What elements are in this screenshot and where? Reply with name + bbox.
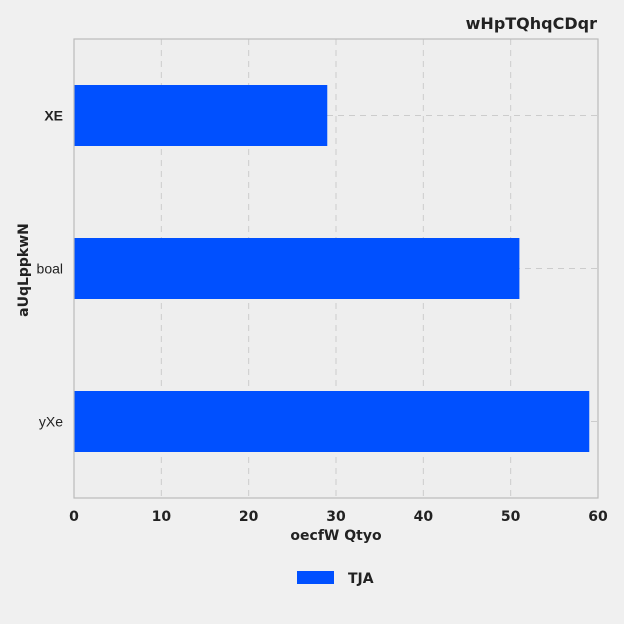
- x-tick-label: 30: [326, 509, 346, 525]
- plot-frame: [73, 38, 599, 499]
- y-tick-label: boal: [37, 261, 63, 277]
- x-tick-label: 50: [501, 509, 521, 525]
- x-tick-label: 60: [588, 509, 608, 525]
- x-tick-label: 10: [152, 509, 172, 525]
- x-tick-label: 20: [239, 509, 259, 525]
- legend: TJA: [297, 571, 374, 587]
- bar: [74, 85, 328, 146]
- chart-title: wHpTQhqCDqr: [466, 14, 597, 33]
- y-axis-label: aUqLppkwN: [16, 223, 32, 317]
- legend-label: TJA: [348, 571, 374, 587]
- y-tick-label: yXe: [39, 414, 63, 430]
- y-tick-label: XE: [44, 108, 63, 124]
- legend-swatch: [297, 571, 334, 584]
- bars: [74, 85, 590, 452]
- x-axis-ticks: 0 10 20 30 40 50 60: [69, 509, 608, 525]
- x-tick-label: 40: [414, 509, 434, 525]
- bar: [74, 391, 590, 452]
- y-axis-ticks: XE boal yXe: [37, 108, 64, 430]
- x-tick-label: 0: [69, 509, 79, 525]
- bar: [74, 238, 520, 299]
- x-axis-label: oecfW Qtyo: [290, 528, 382, 544]
